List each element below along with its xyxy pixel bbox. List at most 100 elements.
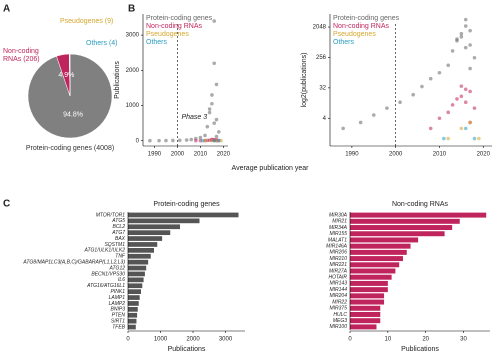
data-point — [468, 89, 472, 94]
y-tick-label: 256 — [316, 55, 327, 61]
data-point — [214, 82, 219, 87]
data-point — [472, 136, 477, 141]
bar — [350, 305, 381, 311]
bar — [128, 212, 239, 218]
bar — [350, 287, 388, 293]
data-point — [214, 117, 219, 122]
y-tick-label: 3000 — [126, 33, 140, 39]
bar — [128, 259, 149, 265]
category-label: MALAT1 — [328, 237, 347, 243]
bar — [350, 324, 377, 330]
data-point — [463, 100, 468, 104]
x-axis-title: Publications — [401, 346, 439, 353]
category-label: LAMP2 — [109, 301, 126, 307]
bar — [128, 242, 158, 247]
bar — [350, 218, 460, 224]
data-point — [385, 106, 389, 110]
legend-entry: Protein-coding genes — [333, 15, 400, 22]
category-label: MIR146A — [326, 243, 348, 249]
bar — [128, 247, 154, 253]
x-axis-title: Publications — [168, 346, 206, 353]
category-label: MIR210 — [329, 256, 347, 262]
data-point — [341, 126, 345, 131]
x-tick-label: 2000 — [171, 152, 185, 158]
bar — [350, 237, 419, 243]
data-point — [463, 17, 468, 22]
bar — [350, 256, 403, 262]
panel-label: B — [128, 4, 135, 15]
category-label: SIRT1 — [111, 318, 125, 324]
legend-entry: Non-coding RNAs — [333, 23, 390, 30]
bar — [128, 224, 180, 230]
value-label: 94.8% — [63, 111, 83, 118]
y-tick-label: 2048 — [313, 25, 327, 31]
data-point — [468, 120, 472, 125]
data-point — [463, 45, 468, 50]
bar — [128, 265, 147, 271]
data-point — [371, 113, 376, 117]
category-label: ATG1/ULK1/ULK2 — [84, 248, 126, 254]
data-point — [210, 93, 214, 97]
data-point — [459, 31, 464, 36]
category-label: MTOR/TOR1 — [96, 212, 125, 218]
data-point — [212, 19, 217, 23]
category-label: SQSTM1 — [104, 242, 125, 248]
bar — [350, 231, 445, 237]
data-point — [203, 133, 207, 138]
legend-entry: Pseudogenes — [333, 31, 376, 38]
category-label: MIR30A — [329, 212, 348, 218]
data-point — [442, 136, 446, 141]
category-label: MIR27A — [329, 268, 348, 274]
bar — [350, 311, 381, 317]
data-point — [437, 70, 442, 75]
pie-category-label: Others (4) — [86, 40, 118, 47]
category-label: BAX — [115, 236, 126, 242]
data-point — [463, 24, 468, 28]
bar — [128, 318, 137, 324]
panel-label: C — [3, 199, 10, 210]
data-point — [177, 138, 182, 143]
data-point — [446, 63, 451, 68]
data-point — [468, 43, 472, 47]
data-point — [446, 136, 451, 141]
y-axis-title: Publications — [114, 61, 121, 99]
data-point — [477, 136, 481, 141]
data-point — [420, 84, 424, 89]
bar — [128, 301, 139, 306]
data-point — [171, 138, 175, 143]
x-axis-title: Average publication year — [232, 165, 310, 172]
data-point — [411, 92, 415, 97]
legend-entry: Others — [333, 39, 355, 46]
category-label: MIR155 — [329, 231, 347, 237]
data-point — [207, 107, 212, 111]
data-point — [184, 138, 189, 142]
bar — [128, 271, 145, 277]
x-tick-label: 2000 — [186, 337, 200, 343]
data-point — [164, 138, 168, 143]
annotation: Phase 3 — [181, 114, 207, 121]
x-tick-label: 2010 — [194, 152, 208, 158]
data-point — [455, 37, 459, 41]
category-label: MIR100 — [329, 324, 347, 330]
y-tick-label: 1000 — [126, 103, 140, 109]
x-tick-label: 2000 — [389, 152, 403, 158]
data-point — [212, 138, 217, 143]
category-label: MIR204 — [329, 293, 347, 299]
bar — [128, 253, 151, 259]
bar — [350, 212, 487, 218]
data-point — [205, 124, 210, 129]
legend-entry: Others — [146, 39, 168, 46]
data-point — [459, 84, 464, 88]
x-tick-label: 3000 — [219, 337, 233, 343]
x-tick-label: 0 — [126, 337, 130, 343]
legend-entry: Protein-coding genes — [146, 15, 213, 22]
bar — [350, 274, 392, 280]
data-point — [200, 138, 205, 143]
data-point — [217, 130, 221, 134]
category-label: LAMP1 — [109, 295, 126, 301]
category-label: MIR143 — [329, 281, 347, 287]
bar — [128, 306, 138, 312]
data-point — [455, 97, 459, 101]
category-label: MIR144 — [329, 287, 347, 293]
